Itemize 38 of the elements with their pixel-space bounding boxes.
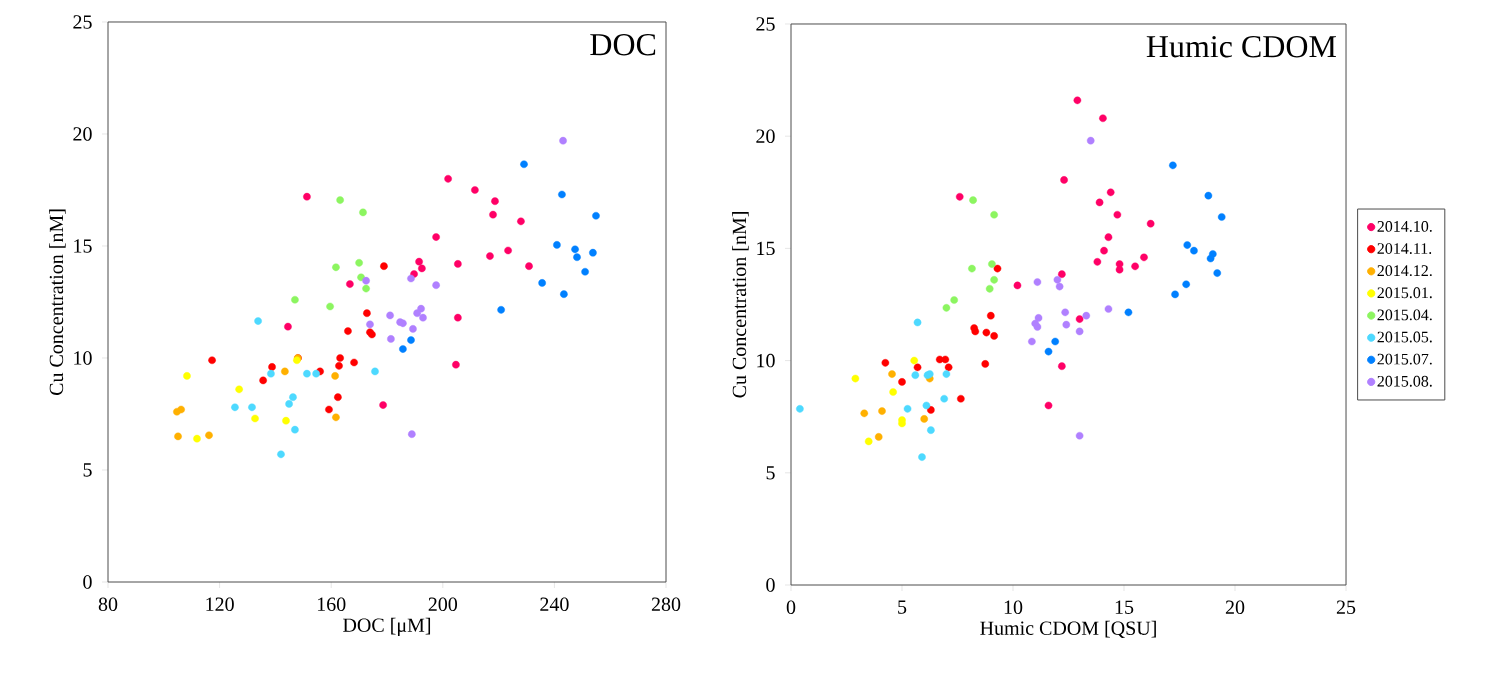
y-tick-label: 5 <box>766 466 775 480</box>
y-tick-label: 0 <box>83 575 92 589</box>
x-tick-label: 280 <box>651 597 681 612</box>
y-tick-label: 25 <box>73 15 92 29</box>
y-tick-label: 15 <box>757 241 775 256</box>
legend-label: 2015.04. <box>1377 309 1432 321</box>
chart-title: Humic CDOM <box>1146 35 1337 58</box>
y-axis-title: Cu Concentration [nM] <box>732 212 749 398</box>
x-tick-label: 10 <box>1004 600 1023 615</box>
y-tick-label: 10 <box>757 353 775 368</box>
legend-label: 2015.01. <box>1377 287 1432 299</box>
x-tick-label: 0 <box>786 600 796 615</box>
y-tick-label: 15 <box>74 239 92 253</box>
legend-label: 2015.07. <box>1377 353 1432 365</box>
y-tick-label: 20 <box>756 129 775 143</box>
legend-label: 2015.08. <box>1377 375 1432 387</box>
x-tick-label: 120 <box>206 597 234 612</box>
x-tick-label: 80 <box>98 597 118 612</box>
legend-label: 2014.11. <box>1377 243 1432 254</box>
x-tick-label: 20 <box>1225 600 1245 615</box>
x-tick-label: 5 <box>898 600 907 614</box>
x-tick-label: 160 <box>317 597 346 612</box>
legend-label: 2014.12. <box>1377 265 1432 277</box>
y-axis-title: Cu Concentration [nM] <box>49 209 66 396</box>
y-tick-label: 0 <box>766 578 775 592</box>
y-tick-label: 5 <box>83 463 92 477</box>
y-tick-label: 20 <box>73 127 92 141</box>
y-tick-label: 10 <box>74 351 92 365</box>
x-axis-title: Humic CDOM [QSU] <box>980 620 1156 638</box>
legend-label: 2015.05. <box>1377 331 1432 343</box>
x-tick-label: 200 <box>428 597 458 612</box>
x-tick-label: 240 <box>540 597 569 612</box>
legend-label: 2014.10. <box>1377 221 1432 232</box>
x-tick-label: 15 <box>1115 600 1134 614</box>
x-tick-label: 25 <box>1336 600 1356 614</box>
x-axis-title: DOC [μM] <box>343 617 431 637</box>
y-tick-label: 25 <box>756 17 775 31</box>
chart-title: DOC <box>590 33 656 56</box>
